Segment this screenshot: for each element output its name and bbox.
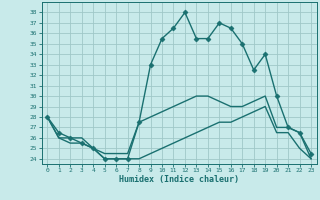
X-axis label: Humidex (Indice chaleur): Humidex (Indice chaleur): [119, 175, 239, 184]
